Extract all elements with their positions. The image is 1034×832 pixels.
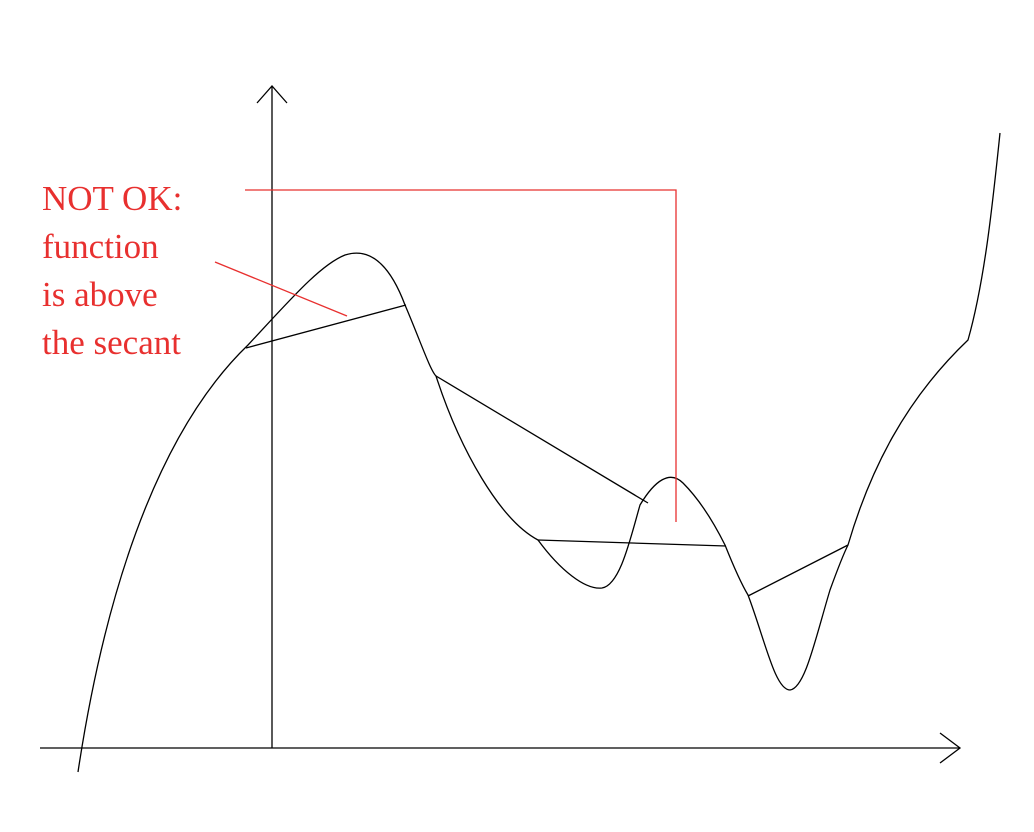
secant-line (435, 375, 649, 504)
annotation-line: function (42, 227, 159, 266)
function-curve (77, 132, 1001, 773)
x-axis-arrow-icon (939, 732, 962, 764)
pointer-line (245, 189, 677, 522)
y-axis-arrow-icon (256, 85, 288, 104)
annotation-line: the secant (42, 323, 181, 362)
annotation-line: NOT OK: (42, 179, 183, 218)
annotation-text: NOT OK: function is above the secant (42, 175, 182, 367)
secant-line (747, 544, 849, 597)
secant-line (537, 539, 727, 547)
annotation-line: is above (42, 275, 158, 314)
pointer-line (214, 261, 348, 317)
secant-line (245, 304, 407, 349)
